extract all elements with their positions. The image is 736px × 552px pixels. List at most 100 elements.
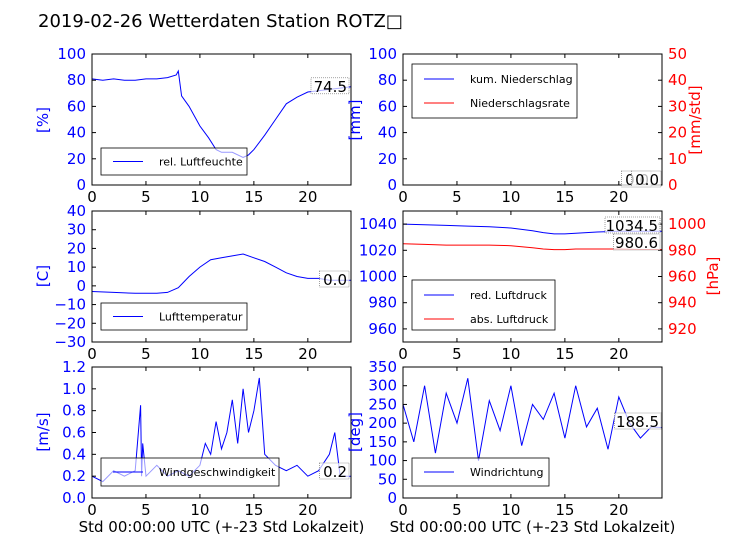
x-tick-label: 20 bbox=[609, 345, 628, 363]
y-axis-label: [%] bbox=[34, 107, 52, 133]
y-tick-label: 150 bbox=[368, 433, 397, 451]
x-tick-label: 5 bbox=[452, 345, 462, 363]
series-line-3-1 bbox=[91, 253, 351, 294]
value-label: 0.0 bbox=[323, 271, 347, 289]
y-tick-label: 80 bbox=[378, 71, 397, 89]
legend-label: rel. Luftfeuchte bbox=[159, 156, 243, 169]
y-tick-label: 1000 bbox=[359, 268, 397, 286]
value-label: 74.5 bbox=[314, 78, 347, 96]
series-line-5-1 bbox=[91, 377, 351, 483]
plot-frame bbox=[91, 53, 352, 186]
value-label-2: 0.0 bbox=[635, 171, 659, 189]
y-tick-label: 20 bbox=[67, 239, 86, 257]
legend-label: kum. Niederschlag bbox=[470, 73, 573, 86]
y-tick-label: −20 bbox=[54, 314, 86, 332]
y-tick-label: 0 bbox=[387, 176, 397, 194]
legend: red. Luftdruck abs. Luftdruck bbox=[411, 279, 556, 331]
y-tick-label: 100 bbox=[57, 45, 86, 63]
value-label-box bbox=[614, 412, 662, 430]
value-label: 1034.5 bbox=[606, 217, 659, 235]
x-tick-label: 10 bbox=[501, 345, 520, 363]
x-tick-label: 15 bbox=[244, 501, 263, 519]
x-tick-label: 15 bbox=[555, 501, 574, 519]
y-right-tick-label: 1000 bbox=[668, 215, 706, 233]
x-tick-label: 15 bbox=[244, 345, 263, 363]
x-tick-label: 20 bbox=[298, 501, 317, 519]
value-label-box bbox=[310, 77, 350, 95]
y-axis-label: [C] bbox=[34, 265, 52, 287]
x-tick-label: 0 bbox=[87, 501, 97, 519]
y-tick-label: −30 bbox=[54, 333, 86, 351]
legend-box bbox=[411, 279, 556, 331]
y-tick-label: 200 bbox=[368, 414, 397, 432]
x-tick-label: 0 bbox=[87, 345, 97, 363]
series-line-4-2 bbox=[402, 243, 662, 251]
y-tick-label: 0 bbox=[387, 489, 397, 507]
panel-5: 0 5 10 15 20 0.0 0.2 0.4 0.6 0.8 1.0 1.2 [m/s] Std 00… bbox=[34, 358, 364, 536]
y-tick-label: 40 bbox=[67, 124, 86, 142]
y-right-tick-label: 10 bbox=[668, 150, 687, 168]
legend-label: Windgeschwindigkeit bbox=[159, 466, 276, 479]
y-tick-label: −10 bbox=[54, 296, 86, 314]
y-tick-label: 1020 bbox=[359, 241, 397, 259]
y-right-tick-label: 50 bbox=[668, 45, 687, 63]
y-tick-label: 960 bbox=[368, 320, 397, 338]
y-right-tick-label: 0 bbox=[668, 176, 678, 194]
x-tick-label: 10 bbox=[190, 501, 209, 519]
y-tick-label: 30 bbox=[67, 221, 86, 239]
y-tick-label: 0.6 bbox=[62, 424, 86, 442]
x-tick-label: 5 bbox=[141, 345, 151, 363]
legend: Windgeschwindigkeit bbox=[100, 457, 280, 487]
x-tick-label: 5 bbox=[452, 188, 462, 206]
y-tick-label: 1.2 bbox=[62, 358, 86, 376]
legend: rel. Luftfeuchte bbox=[100, 147, 248, 176]
value-label-2-box bbox=[613, 233, 661, 251]
x-tick-label: 5 bbox=[141, 501, 151, 519]
value-label-2: 980.6 bbox=[615, 234, 658, 252]
y-right-tick-label: 920 bbox=[668, 320, 697, 338]
y-axis-label: [mm] bbox=[346, 100, 364, 141]
x-tick-label: 0 bbox=[398, 188, 408, 206]
y-tick-label: 80 bbox=[67, 71, 86, 89]
x-tick-label: 0 bbox=[398, 345, 408, 363]
plot-frame bbox=[402, 53, 663, 186]
y-tick-label: 250 bbox=[368, 395, 397, 413]
series-line-6-1 bbox=[402, 378, 663, 461]
y-tick-label: 40 bbox=[67, 202, 86, 220]
y-right-tick-label: 20 bbox=[668, 124, 687, 142]
y-tick-label: 0 bbox=[76, 277, 86, 295]
panel-2: 0 5 10 15 20 0 20 40 60 80 100 0 10 20 30 40 50 [mm] [mm/s… bbox=[346, 45, 704, 206]
x-tick-label: 15 bbox=[244, 188, 263, 206]
y-tick-label: 10 bbox=[67, 258, 86, 276]
y-tick-label: 20 bbox=[378, 150, 397, 168]
x-tick-label: 5 bbox=[452, 501, 462, 519]
legend-box bbox=[411, 63, 578, 119]
y-tick-label: 40 bbox=[378, 124, 397, 142]
y-right-tick-label: 30 bbox=[668, 97, 687, 115]
x-tick-label: 10 bbox=[501, 501, 520, 519]
y-tick-label: 980 bbox=[368, 294, 397, 312]
x-tick-label: 20 bbox=[609, 501, 628, 519]
value-label-2-box bbox=[631, 170, 662, 188]
y-right-axis-label: [mm/std] bbox=[686, 85, 704, 154]
figure-title: 2019-02-26 Wetterdaten Station ROTZ□ bbox=[38, 11, 403, 32]
y-right-tick-label: 980 bbox=[668, 241, 697, 259]
x-tick-label: 15 bbox=[555, 345, 574, 363]
y-tick-label: 50 bbox=[378, 470, 397, 488]
y-axis-label: [m/s] bbox=[34, 412, 52, 451]
panel-4: 0 5 10 15 20 960 980 1000 1020 1040 920 940 960 980 10… bbox=[359, 210, 722, 363]
y-tick-label: 0.0 bbox=[62, 489, 86, 507]
legend: kum. Niederschlag Niederschlagsrate bbox=[411, 63, 578, 119]
plot-frame bbox=[402, 366, 663, 499]
y-tick-label: 100 bbox=[368, 45, 397, 63]
legend-label: Windrichtung bbox=[470, 466, 543, 479]
y-tick-label: 1.0 bbox=[62, 380, 86, 398]
y-tick-label: 0.2 bbox=[62, 467, 86, 485]
x-tick-label: 10 bbox=[190, 188, 209, 206]
value-label-box bbox=[604, 216, 661, 234]
y-tick-label: 20 bbox=[67, 150, 86, 168]
value-label: 0.2 bbox=[323, 463, 347, 481]
x-tick-label: 0 bbox=[87, 188, 97, 206]
